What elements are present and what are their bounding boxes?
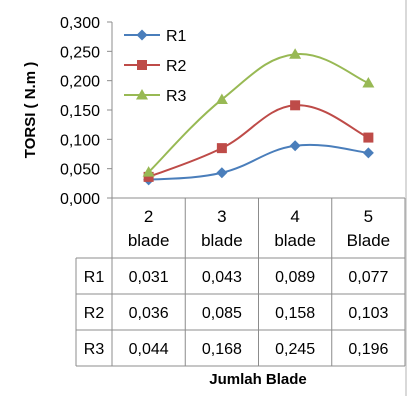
y-tick-label: 0,300: [60, 15, 100, 32]
category-label: 4: [290, 207, 299, 226]
y-axis-title: TORSI ( N.m ): [22, 62, 39, 158]
table-value-cell: 0,245: [275, 341, 315, 358]
y-tick-label: 0,000: [60, 191, 100, 208]
y-tick-label: 0,050: [60, 162, 100, 179]
series-line-r1: [148, 143, 369, 181]
category-label: Blade: [347, 231, 390, 250]
y-tick-label: 0,150: [60, 103, 100, 120]
y-tick-label: 0,250: [60, 44, 100, 61]
data-point-r2: [290, 100, 301, 111]
data-point-r3: [289, 48, 302, 59]
category-label: blade: [201, 231, 243, 250]
data-point-r2: [143, 171, 154, 182]
table-value-cell: 0,103: [348, 305, 388, 322]
data-point-r2: [216, 143, 227, 154]
y-tick-label: 0,100: [60, 132, 100, 149]
series-line-r3: [147, 53, 369, 173]
category-label: 3: [217, 207, 226, 226]
legend-marker-r2: [137, 60, 147, 70]
table-value-cell: 0,196: [348, 341, 388, 358]
table-value-cell: 0,043: [202, 269, 242, 286]
legend-marker-r3: [136, 89, 148, 100]
table-value-cell: 0,077: [348, 269, 388, 286]
table-value-cell: 0,089: [275, 269, 315, 286]
x-axis-title: Jumlah Blade: [209, 371, 307, 388]
data-point-r1: [289, 140, 301, 152]
legend-label-r1: R1: [166, 28, 187, 45]
data-point-r1: [216, 167, 228, 179]
table-row-header: R3: [84, 341, 105, 358]
legend-marker-r1: [136, 29, 148, 41]
series-line-r2: [148, 104, 369, 178]
data-point-r3: [215, 93, 228, 104]
category-label: 2: [144, 207, 153, 226]
frame-edge: [405, 0, 407, 396]
legend-label-r2: R2: [166, 58, 187, 75]
table-value-cell: 0,036: [129, 305, 169, 322]
data-point-r2: [363, 132, 374, 143]
table-row-header: R2: [84, 305, 105, 322]
y-tick-label: 0,200: [60, 74, 100, 91]
table-value-cell: 0,044: [129, 341, 169, 358]
category-label: 5: [364, 207, 373, 226]
category-label: blade: [274, 231, 316, 250]
data-point-r3: [142, 166, 155, 177]
category-label: blade: [128, 231, 170, 250]
table-value-cell: 0,085: [202, 305, 242, 322]
table-value-cell: 0,168: [202, 341, 242, 358]
legend-label-r3: R3: [166, 88, 187, 105]
table-row-header: R1: [84, 269, 105, 286]
table-value-cell: 0,158: [275, 305, 315, 322]
data-point-r3: [362, 77, 375, 88]
data-point-r1: [362, 147, 374, 159]
table-value-cell: 0,031: [129, 269, 169, 286]
